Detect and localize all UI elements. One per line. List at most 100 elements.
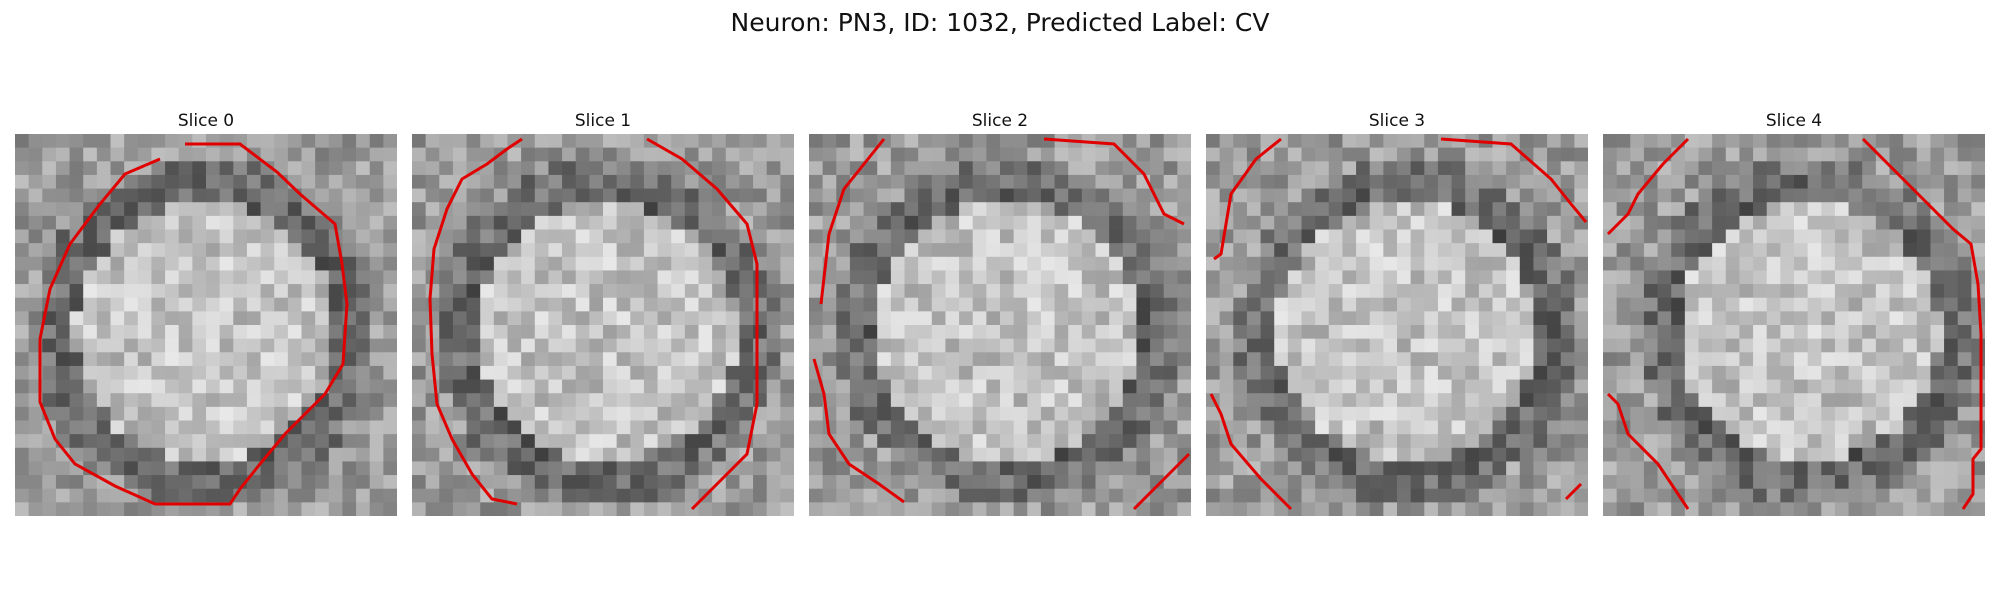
pixel (1369, 434, 1384, 449)
pixel (1547, 352, 1562, 367)
pixel (1671, 393, 1686, 408)
pixel (1328, 215, 1344, 231)
pixel (1916, 229, 1932, 244)
pixel (507, 325, 522, 340)
pixel (780, 229, 794, 244)
pixel (287, 243, 303, 258)
pixel (1780, 188, 1795, 203)
pixel (904, 311, 919, 326)
pixel (1465, 174, 1480, 190)
pixel (616, 379, 631, 394)
pixel (1930, 311, 1945, 326)
pixel (1547, 338, 1562, 353)
pixel (69, 475, 84, 490)
pixel (959, 202, 974, 217)
pixel (849, 393, 865, 408)
pixel (42, 461, 57, 476)
pixel (1492, 365, 1507, 381)
pixel (28, 311, 43, 326)
pixel (904, 393, 919, 408)
pixel (1163, 325, 1178, 340)
pixel (1560, 461, 1575, 476)
pixel (1712, 134, 1727, 149)
pixel (1081, 379, 1097, 394)
pixel (233, 434, 248, 449)
pixel (383, 325, 397, 340)
pixel (630, 365, 645, 381)
pixel (1369, 338, 1384, 353)
pixel (959, 475, 974, 490)
pixel (972, 502, 987, 516)
pixel (137, 311, 153, 326)
pixel (849, 434, 865, 449)
pixel (1122, 202, 1138, 217)
pixel (1616, 434, 1631, 449)
pixel (1397, 365, 1412, 381)
pixel (246, 174, 262, 190)
pixel (466, 147, 481, 162)
pixel (178, 488, 193, 503)
pixel (1739, 488, 1754, 503)
pixel (28, 147, 43, 162)
pixel (1821, 243, 1836, 258)
pixel (246, 338, 262, 353)
pixel (1725, 393, 1741, 408)
pixel (739, 502, 754, 516)
pixel (548, 379, 563, 394)
pixel (1383, 338, 1398, 353)
pixel (1712, 161, 1727, 176)
pixel (1957, 188, 1972, 203)
pixel (206, 147, 221, 162)
pixel (1068, 174, 1083, 190)
pixel (55, 365, 71, 381)
pixel (1000, 447, 1015, 463)
pixel (328, 161, 344, 176)
pixel (1397, 161, 1412, 176)
pixel (165, 352, 180, 367)
pixel (1109, 420, 1124, 435)
pixel (1944, 311, 1959, 326)
pixel (110, 270, 125, 285)
pixel (1397, 229, 1412, 244)
pixel (931, 393, 947, 408)
pixel (480, 174, 495, 190)
pixel (1862, 447, 1877, 463)
pixel (356, 256, 371, 272)
pixel (233, 147, 248, 162)
pixel (836, 325, 851, 340)
pixel (1916, 270, 1932, 285)
pixel (1437, 365, 1453, 381)
pixel (657, 134, 672, 149)
pixel (918, 161, 933, 176)
pixel (904, 475, 919, 490)
pixel (1095, 174, 1110, 190)
pixel (643, 352, 659, 367)
pixel (342, 338, 357, 353)
pixel (1478, 161, 1494, 176)
pixel (1027, 475, 1042, 490)
pixel (1410, 174, 1425, 190)
pixel (137, 229, 153, 244)
pixel (1369, 147, 1384, 162)
pixel (1519, 215, 1535, 231)
pixel (1533, 447, 1548, 463)
pixel (1794, 311, 1809, 326)
pixel (1287, 325, 1303, 340)
pixel (1821, 338, 1836, 353)
pixel (1095, 243, 1110, 258)
pixel (603, 215, 618, 231)
pixel (356, 447, 371, 463)
pixel (1712, 447, 1727, 463)
pixel (1753, 229, 1768, 244)
pixel (562, 256, 577, 272)
pixel (616, 502, 631, 516)
pixel (684, 379, 700, 394)
pixel (1219, 488, 1234, 503)
pixel (15, 243, 30, 258)
pixel (1000, 325, 1015, 340)
pixel (369, 461, 384, 476)
pixel (1616, 461, 1631, 476)
pixel (328, 147, 344, 162)
pixel (780, 174, 794, 190)
pixel (1150, 379, 1165, 394)
